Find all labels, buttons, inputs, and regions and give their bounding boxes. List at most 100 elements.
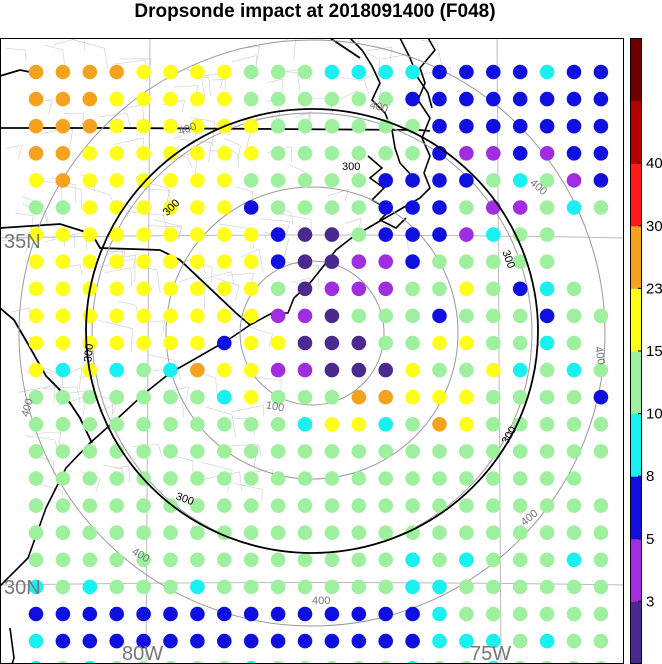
- impact-dot: [163, 118, 178, 134]
- impact-dot: [459, 281, 474, 297]
- impact-dot: [539, 389, 555, 405]
- impact-dot: [539, 633, 555, 649]
- county-border-segment: [328, 188, 350, 202]
- impact-dot: [486, 335, 501, 351]
- impact-dot: [28, 118, 44, 134]
- impact-dot: [593, 91, 609, 107]
- impact-dot: [297, 91, 313, 107]
- impact-dot: [432, 335, 447, 351]
- impact-dot: [459, 118, 474, 134]
- colorbar-labels: 3 5 8 10 15 23 30 40: [638, 155, 662, 610]
- colorbar-segment: [630, 288, 642, 352]
- impact-dot: [324, 389, 340, 405]
- impact-dot: [486, 471, 501, 486]
- impact-dot: [566, 200, 582, 215]
- county-border-segment: [143, 188, 171, 206]
- impact-dot: [351, 118, 367, 134]
- impact-dot: [378, 552, 394, 568]
- impact-dot: [593, 362, 609, 378]
- impact-dot: [28, 308, 44, 324]
- colorbar-segment: [630, 38, 642, 102]
- impact-dot: [432, 389, 447, 405]
- impact-dot: [136, 308, 151, 324]
- impact-dot: [405, 308, 420, 324]
- impact-dot: [351, 362, 367, 378]
- impact-dot: [351, 525, 367, 540]
- county-border-segment: [211, 79, 226, 90]
- impact-dot: [459, 200, 474, 215]
- county-border-segment: [418, 67, 451, 80]
- impact-dot: [512, 389, 528, 405]
- impact-dot: [459, 173, 474, 188]
- impact-dot: [432, 579, 447, 595]
- impact-dot: [378, 633, 394, 649]
- county-border-segment: [365, 51, 381, 81]
- impact-dot: [566, 173, 582, 188]
- impact-dot: [270, 362, 286, 378]
- impact-dot: [512, 173, 528, 188]
- impact-dot: [82, 227, 98, 242]
- colorbar-tick-label: 5: [646, 531, 654, 548]
- impact-dot: [28, 335, 44, 351]
- impact-dot: [378, 254, 394, 269]
- impact-dot: [324, 200, 340, 215]
- impact-dot: [190, 579, 205, 595]
- impact-dot: [28, 227, 44, 242]
- county-border-segment: [44, 44, 66, 70]
- county-border-segment: [120, 254, 137, 270]
- county-border-segment: [41, 126, 74, 149]
- impact-dot: [351, 444, 367, 459]
- impact-dot: [297, 146, 313, 161]
- county-border-segment: [201, 462, 233, 492]
- impact-dot: [82, 606, 98, 622]
- impact-dot: [243, 471, 259, 486]
- impact-dot: [190, 633, 205, 649]
- contour-label-300-top: 300: [342, 161, 360, 173]
- impact-dot: [486, 254, 501, 269]
- impact-dot: [593, 200, 609, 215]
- county-border-segment: [283, 71, 301, 92]
- impact-dot: [55, 498, 71, 513]
- impact-dot: [163, 173, 178, 188]
- impact-dot: [163, 444, 178, 459]
- impact-dot: [109, 335, 124, 351]
- impact-dot: [270, 579, 286, 595]
- county-border-segment: [44, 233, 76, 249]
- impact-dot: [486, 389, 501, 405]
- impact-dot: [243, 498, 259, 513]
- impact-dot: [270, 91, 286, 107]
- impact-dot: [486, 444, 501, 459]
- county-border-segment: [230, 405, 264, 417]
- impact-dot: [324, 471, 340, 486]
- impact-dot: [217, 64, 232, 80]
- colorbar: 3 5 8 10 15 23 30 40: [630, 38, 662, 664]
- impact-dot: [405, 362, 420, 378]
- impact-dot: [539, 254, 555, 269]
- impact-dot: [378, 146, 394, 161]
- impact-dot: [243, 362, 259, 378]
- impact-dot: [243, 173, 259, 188]
- impact-dot: [297, 471, 313, 486]
- impact-dot: [405, 200, 420, 215]
- impact-dot: [109, 579, 124, 595]
- county-border-segment: [281, 38, 296, 60]
- impact-dot: [243, 417, 259, 432]
- county-border-segment: [98, 320, 133, 352]
- impact-dot: [136, 444, 151, 459]
- impact-dot: [486, 91, 501, 107]
- impact-dot: [217, 633, 232, 649]
- impact-dot: [270, 281, 286, 297]
- impact-dot: [539, 552, 555, 568]
- chart-title: Dropsonde impact at 2018091400 (F048): [134, 1, 496, 22]
- delmarva-shore: [399, 38, 433, 109]
- ring-label-400-left: 400: [20, 397, 36, 418]
- county-border-segment: [248, 326, 273, 348]
- impact-dot: [539, 417, 555, 432]
- impact-dot: [297, 389, 313, 405]
- impact-dot: [28, 525, 44, 540]
- impact-dot: [82, 633, 98, 649]
- county-border-segment: [213, 277, 240, 301]
- impact-dot: [55, 417, 71, 432]
- impact-dot: [593, 64, 609, 80]
- impact-dot: [593, 552, 609, 568]
